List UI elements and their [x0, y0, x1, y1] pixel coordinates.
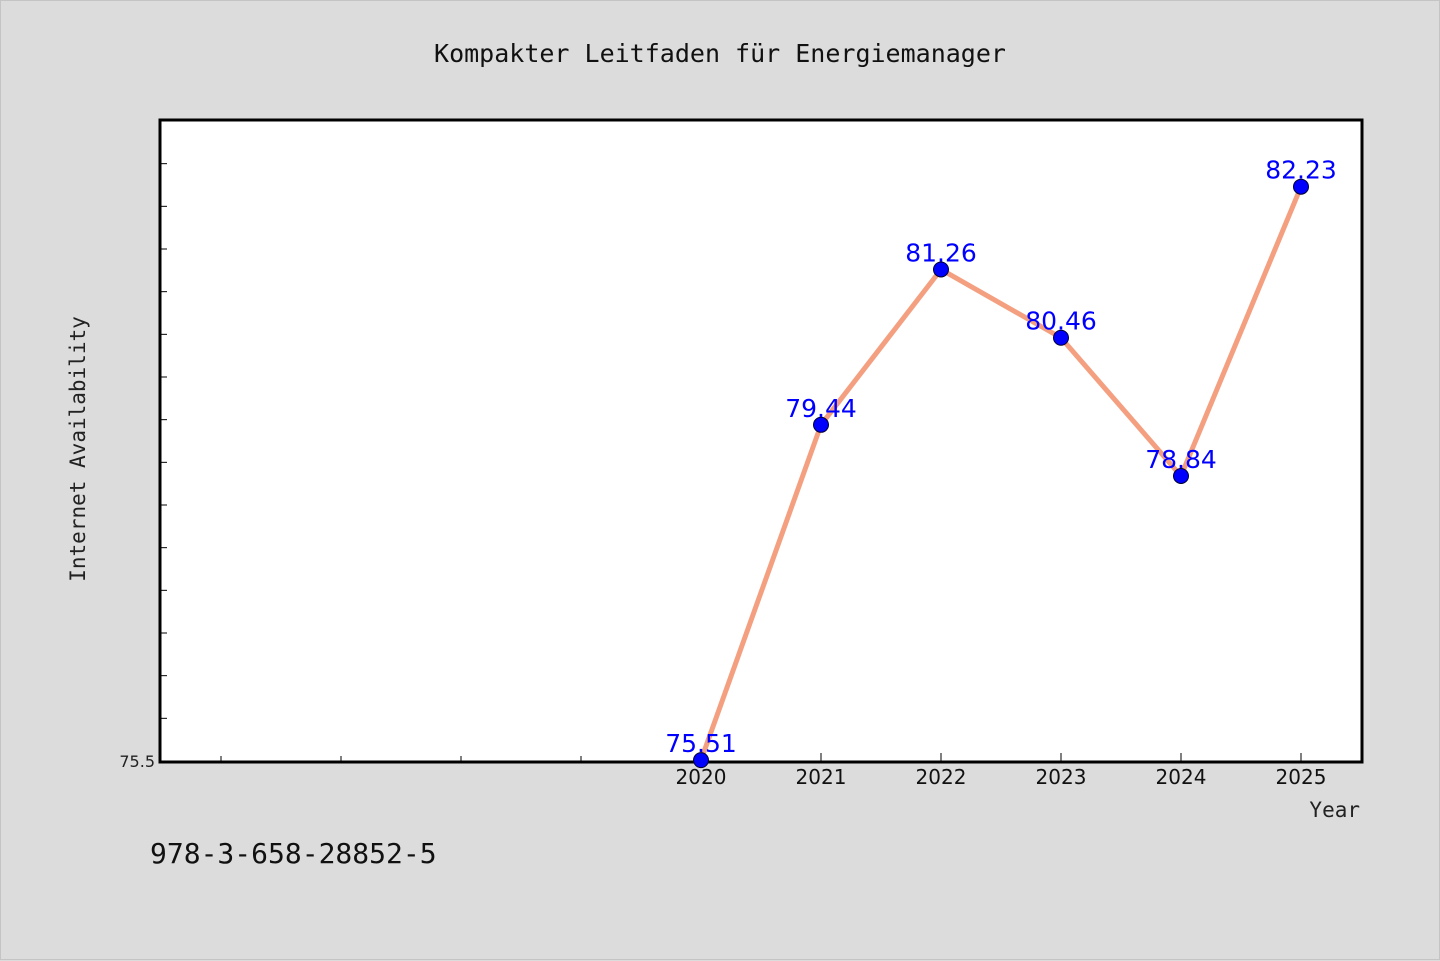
data-label: 81.26 — [905, 238, 977, 267]
y-axis-ticks: 75.5 — [119, 120, 167, 771]
x-tick-label: 2021 — [796, 765, 847, 789]
x-tick-label: 2023 — [1036, 765, 1087, 789]
isbn-footnote: 978-3-658-28852-5 — [150, 837, 437, 870]
data-label: 80.46 — [1025, 307, 1097, 336]
data-point — [933, 261, 949, 278]
data-label: 78.84 — [1145, 445, 1217, 474]
y-tick-label: 75.5 — [119, 752, 155, 771]
data-point — [693, 752, 709, 769]
x-axis-ticks: 2020 2021 2022 2023 2024 2025 — [220, 753, 1327, 789]
x-tick-label: 2020 — [676, 765, 727, 789]
x-tick-label: 2022 — [916, 765, 967, 789]
data-label-layer: 75.51 79.44 81.26 80.46 78.84 82.23 — [665, 156, 1337, 758]
y-axis-label: Internet Availability — [66, 316, 90, 582]
x-tick-label: 2024 — [1156, 765, 1207, 789]
x-tick-label: 2025 — [1276, 765, 1327, 789]
series-layer — [693, 178, 1309, 769]
data-point — [1053, 329, 1069, 346]
chart-title: Kompakter Leitfaden für Energiemanager — [434, 39, 1006, 68]
data-point — [813, 416, 829, 433]
plot-area — [158, 118, 1364, 764]
data-label: 79.44 — [785, 394, 857, 423]
data-point — [1173, 467, 1189, 484]
data-point — [1293, 178, 1309, 195]
x-axis-label: Year — [1309, 798, 1360, 822]
data-label: 82.23 — [1265, 156, 1337, 185]
data-label: 75.51 — [665, 729, 737, 758]
series-line — [698, 185, 1304, 761]
